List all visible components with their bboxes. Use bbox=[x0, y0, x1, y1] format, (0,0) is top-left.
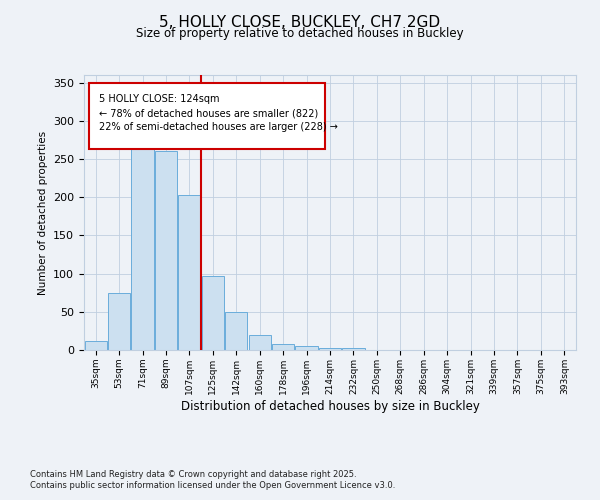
Text: Size of property relative to detached houses in Buckley: Size of property relative to detached ho… bbox=[136, 28, 464, 40]
Bar bbox=[295, 346, 318, 350]
Bar bbox=[178, 195, 200, 350]
Bar bbox=[131, 128, 154, 350]
Bar bbox=[155, 152, 177, 350]
Text: Contains public sector information licensed under the Open Government Licence v3: Contains public sector information licen… bbox=[30, 481, 395, 490]
Bar bbox=[272, 344, 294, 350]
Bar bbox=[342, 348, 365, 350]
X-axis label: Distribution of detached houses by size in Buckley: Distribution of detached houses by size … bbox=[181, 400, 479, 412]
Y-axis label: Number of detached properties: Number of detached properties bbox=[38, 130, 47, 294]
Bar bbox=[319, 348, 341, 350]
Text: 5 HOLLY CLOSE: 124sqm
← 78% of detached houses are smaller (822)
22% of semi-det: 5 HOLLY CLOSE: 124sqm ← 78% of detached … bbox=[99, 94, 338, 132]
Text: 5, HOLLY CLOSE, BUCKLEY, CH7 2GD: 5, HOLLY CLOSE, BUCKLEY, CH7 2GD bbox=[160, 15, 440, 30]
Bar bbox=[248, 334, 271, 350]
Bar bbox=[225, 312, 247, 350]
Bar bbox=[85, 341, 107, 350]
Bar bbox=[108, 292, 130, 350]
Bar bbox=[202, 276, 224, 350]
FancyBboxPatch shape bbox=[89, 83, 325, 149]
Text: Contains HM Land Registry data © Crown copyright and database right 2025.: Contains HM Land Registry data © Crown c… bbox=[30, 470, 356, 479]
